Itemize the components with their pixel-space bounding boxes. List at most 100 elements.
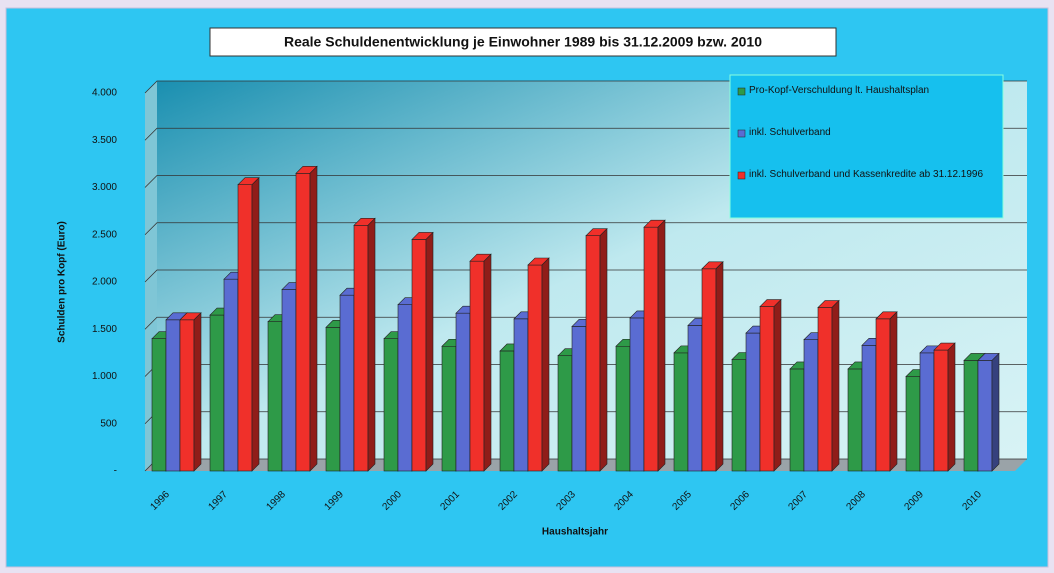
bar	[585, 227, 608, 472]
bar-front	[933, 349, 949, 472]
bar-side	[309, 165, 318, 472]
bar	[643, 219, 666, 472]
y-tick-label: 1.500	[92, 324, 117, 335]
bar-side	[425, 231, 434, 472]
y-tick-label: 1.000	[92, 371, 117, 382]
bar	[977, 352, 1000, 472]
bar	[817, 299, 840, 472]
bar	[527, 257, 550, 472]
grid-line	[144, 222, 1027, 236]
bar-front	[411, 239, 427, 472]
bar-front	[963, 360, 979, 472]
bar-front	[383, 338, 399, 472]
bar-front	[919, 352, 935, 472]
bar	[933, 342, 956, 472]
legend-label: inkl. Schulverband und Kassenkredite ab …	[749, 169, 984, 180]
y-tick-label: 3.500	[92, 135, 117, 146]
y-axis-label: Schulden pro Kopf (Euro)	[57, 221, 68, 343]
bar-front	[397, 304, 413, 472]
bar-front	[789, 368, 805, 472]
legend-label: Pro-Kopf-Verschuldung lt. Haushaltsplan	[749, 85, 930, 96]
bar-side	[831, 299, 840, 472]
bar-side	[657, 219, 666, 472]
legend-swatch	[737, 87, 746, 96]
bar-side	[193, 312, 202, 472]
bar	[179, 312, 202, 472]
bar-front	[267, 321, 283, 472]
bar-front	[585, 235, 601, 472]
title-box	[209, 27, 837, 57]
bar-front	[151, 338, 167, 472]
y-tick-label: -	[114, 466, 117, 477]
grid-line	[144, 316, 1027, 330]
bar-front	[513, 318, 529, 472]
bar-front	[237, 184, 253, 472]
bar-front	[179, 319, 195, 472]
bar-front	[875, 318, 891, 472]
y-tick-label: 500	[100, 418, 117, 429]
bar-front	[527, 264, 543, 472]
bar-front	[557, 355, 573, 472]
bar-front	[441, 345, 457, 472]
bar-side	[599, 227, 608, 472]
bar-front	[571, 326, 587, 472]
chart-title: Reale Schuldenentwicklung je Einwohner 1…	[284, 34, 762, 50]
bar-front	[687, 325, 703, 472]
y-tick-label: 3.000	[92, 182, 117, 193]
bar	[875, 311, 898, 472]
grid-line	[144, 269, 1027, 283]
bar-side	[715, 261, 724, 472]
bar-front	[643, 226, 659, 472]
bar-side	[541, 257, 550, 472]
bar-side	[889, 311, 898, 472]
bar-front	[469, 260, 485, 472]
bar-front	[353, 225, 369, 472]
bar-front	[905, 376, 921, 472]
bar-side	[251, 176, 260, 472]
bar-side	[483, 253, 492, 472]
bar-side	[367, 217, 376, 472]
bar-front	[455, 312, 471, 472]
bar-front	[745, 332, 761, 472]
bar	[237, 176, 260, 472]
bar-front	[701, 268, 717, 472]
bar	[701, 261, 724, 472]
bar-front	[977, 360, 993, 472]
bar-front	[223, 278, 239, 472]
y-tick-label: 2.500	[92, 229, 117, 240]
bar-front	[615, 345, 631, 472]
bar	[411, 231, 434, 472]
y-tick-label: 2.000	[92, 277, 117, 288]
bar-front	[499, 350, 515, 472]
bar-front	[861, 345, 877, 472]
legend-swatch	[737, 129, 746, 138]
bar	[469, 253, 492, 472]
bar-side	[991, 352, 1000, 472]
bar-front	[817, 307, 833, 472]
x-axis-label: Haushaltsjahr	[542, 527, 608, 538]
legend-entry: Pro-Kopf-Verschuldung lt. Haushaltsplan	[749, 85, 930, 96]
bar	[759, 298, 782, 472]
legend-box	[729, 74, 1004, 219]
bar	[295, 165, 318, 472]
bar-front	[325, 327, 341, 472]
bar-front	[847, 368, 863, 472]
bar-front	[731, 359, 747, 472]
bar-front	[339, 294, 355, 472]
bar-front	[295, 173, 311, 472]
bar-front	[759, 306, 775, 472]
legend-entry: inkl. Schulverband und Kassenkredite ab …	[749, 169, 984, 180]
bar-side	[947, 342, 956, 472]
legend-swatch	[737, 171, 746, 180]
legend-entry: inkl. Schulverband	[749, 127, 831, 138]
bar-front	[673, 352, 689, 472]
y-tick-label: 4.000	[92, 88, 117, 99]
bar-front	[165, 319, 181, 472]
bar-front	[629, 317, 645, 472]
bar-front	[281, 289, 297, 472]
bar-side	[773, 298, 782, 472]
bar-front	[209, 314, 225, 472]
bar	[353, 217, 376, 472]
